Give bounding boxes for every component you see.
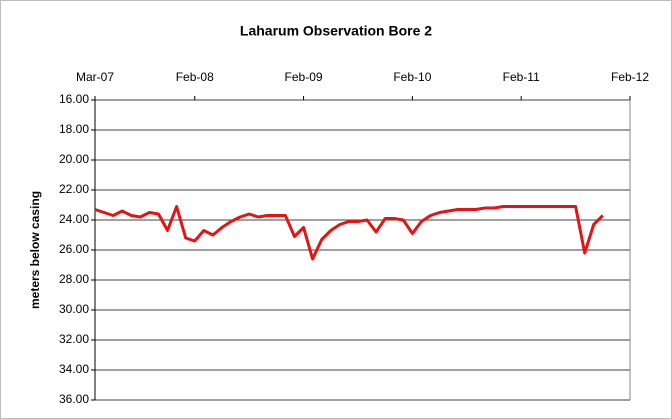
x-tick-label: Feb-10: [393, 70, 431, 84]
y-tick-label: 36.00: [59, 392, 89, 406]
x-tick-label: Feb-11: [503, 70, 540, 84]
x-tick-label: Feb-08: [176, 70, 214, 84]
y-tick-label: 30.00: [59, 302, 89, 316]
data-line: [94, 205, 604, 261]
y-tick-label: 22.00: [59, 182, 89, 196]
chart-title: Laharum Observation Bore 2: [240, 23, 432, 39]
y-tick-label: 28.00: [59, 272, 89, 286]
y-tick-label: 18.00: [59, 122, 89, 136]
y-tick-label: 20.00: [59, 152, 89, 166]
y-tick-label: 26.00: [59, 242, 89, 256]
x-tick-label: Feb-12: [611, 70, 649, 84]
y-tick-label: 34.00: [59, 362, 89, 376]
y-axis-title: meters below casing: [28, 191, 42, 309]
x-tick-label: Feb-09: [285, 70, 323, 84]
x-tick-label: Mar-07: [76, 70, 114, 84]
y-tick-label: 24.00: [59, 212, 89, 226]
y-tick-label: 16.00: [59, 92, 89, 106]
y-tick-label: 32.00: [59, 332, 89, 346]
